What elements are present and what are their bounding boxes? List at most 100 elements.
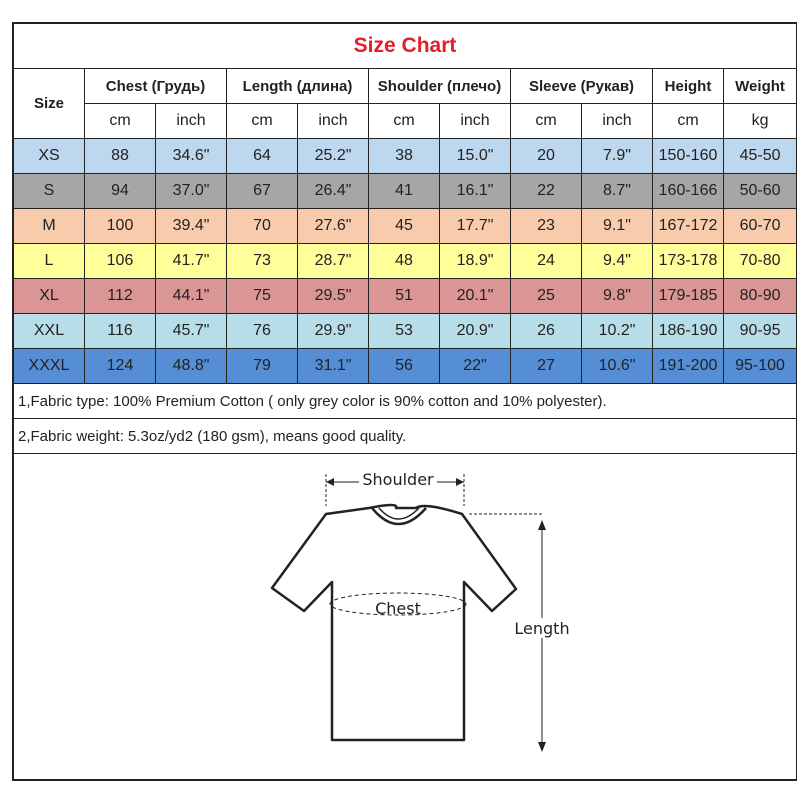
value-cell: 9.4" [581, 243, 653, 279]
header-chest: Chest (Грудь) [84, 68, 227, 104]
value-cell: 18.9" [439, 243, 511, 279]
value-cell: 191-200 [652, 348, 724, 384]
note-fabric-type: 1,Fabric type: 100% Premium Cotton ( onl… [12, 383, 798, 419]
tshirt-diagram: Chest Shoulder Length [12, 453, 798, 780]
tshirt-outline [270, 503, 518, 742]
value-cell: 27.6" [297, 208, 369, 244]
header-sleeve: Sleeve (Рукав) [510, 68, 653, 104]
table-row: XS 88 34.6" 64 25.2" 38 15.0" 20 7.9" 150-160 45-5… [13, 138, 798, 174]
value-cell: 167-172 [652, 208, 724, 244]
chart-title: Size Chart [12, 23, 798, 69]
value-cell: 15.0" [439, 138, 511, 174]
value-cell: 16.1" [439, 173, 511, 209]
header-shoulder: Shoulder (плечо) [368, 68, 511, 104]
value-cell: 106 [84, 243, 156, 279]
size-cell: L [13, 243, 85, 279]
value-cell: 150-160 [652, 138, 724, 174]
unit-header: inch [155, 103, 227, 139]
value-cell: 26.4" [297, 173, 369, 209]
value-cell: 79 [226, 348, 298, 384]
unit-header: cm [510, 103, 582, 139]
value-cell: 76 [226, 313, 298, 349]
value-cell: 70 [226, 208, 298, 244]
value-cell: 64 [226, 138, 298, 174]
value-cell: 90-95 [722, 313, 798, 349]
unit-header: cm [368, 103, 440, 139]
unit-header: kg [722, 103, 798, 139]
size-chart: Size Chart Size Chest (Грудь) Length (дл… [12, 22, 798, 781]
table-row: L 106 41.7" 73 28.7" 48 18.9" 24 9.4" 173-178 70-8… [13, 243, 798, 279]
header-length: Length (длина) [226, 68, 369, 104]
unit-header: inch [297, 103, 369, 139]
value-cell: 186-190 [652, 313, 724, 349]
unit-header: inch [581, 103, 653, 139]
table-row: XXXL 124 48.8" 79 31.1" 56 22" 27 10.6" 191-200 95… [13, 348, 798, 384]
chest-dashed-line [329, 592, 467, 616]
value-cell: 60-70 [722, 208, 798, 244]
value-cell: 27 [510, 348, 582, 384]
value-cell: 88 [84, 138, 156, 174]
value-cell: 50-60 [722, 173, 798, 209]
value-cell: 25 [510, 278, 582, 314]
value-cell: 22" [439, 348, 511, 384]
value-cell: 17.7" [439, 208, 511, 244]
value-cell: 53 [368, 313, 440, 349]
unit-header: inch [439, 103, 511, 139]
value-cell: 25.2" [297, 138, 369, 174]
value-cell: 34.6" [155, 138, 227, 174]
value-cell: 48 [368, 243, 440, 279]
value-cell: 9.1" [581, 208, 653, 244]
value-cell: 124 [84, 348, 156, 384]
value-cell: 10.6" [581, 348, 653, 384]
value-cell: 29.5" [297, 278, 369, 314]
value-cell: 26 [510, 313, 582, 349]
value-cell: 38 [368, 138, 440, 174]
table-row: M 100 39.4" 70 27.6" 45 17.7" 23 9.1" 167-172 60-7… [13, 208, 798, 244]
value-cell: 7.9" [581, 138, 653, 174]
value-cell: 179-185 [652, 278, 724, 314]
value-cell: 24 [510, 243, 582, 279]
value-cell: 45-50 [722, 138, 798, 174]
value-cell: 20 [510, 138, 582, 174]
shoulder-label: Shoulder [362, 470, 434, 489]
value-cell: 80-90 [722, 278, 798, 314]
value-cell: 41.7" [155, 243, 227, 279]
value-cell: 8.7" [581, 173, 653, 209]
size-table: Size Chart Size Chest (Грудь) Length (дл… [12, 23, 798, 780]
value-cell: 45.7" [155, 313, 227, 349]
collar [371, 507, 427, 526]
value-cell: 29.9" [297, 313, 369, 349]
value-cell: 173-178 [652, 243, 724, 279]
value-cell: 44.1" [155, 278, 227, 314]
value-cell: 41 [368, 173, 440, 209]
value-cell: 45 [368, 208, 440, 244]
value-cell: 75 [226, 278, 298, 314]
value-cell: 116 [84, 313, 156, 349]
size-cell: XXL [13, 313, 85, 349]
value-cell: 31.1" [297, 348, 369, 384]
value-cell: 22 [510, 173, 582, 209]
value-cell: 67 [226, 173, 298, 209]
size-cell: M [13, 208, 85, 244]
length-label: Length [514, 619, 569, 638]
value-cell: 160-166 [652, 173, 724, 209]
unit-header: cm [652, 103, 724, 139]
table-row: XL 112 44.1" 75 29.5" 51 20.1" 25 9.8" 179-185 80-… [13, 278, 798, 314]
value-cell: 37.0" [155, 173, 227, 209]
value-cell: 20.1" [439, 278, 511, 314]
value-cell: 39.4" [155, 208, 227, 244]
size-cell: XL [13, 278, 85, 314]
table-row: XXL 116 45.7" 76 29.9" 53 20.9" 26 10.2" 186-190 9… [13, 313, 798, 349]
size-cell: XXXL [13, 348, 85, 384]
chest-label: Chest [375, 599, 421, 618]
units-row: cm inch cm inch cm inch cm inch cm kg [14, 103, 798, 139]
value-cell: 73 [226, 243, 298, 279]
value-cell: 70-80 [722, 243, 798, 279]
value-cell: 94 [84, 173, 156, 209]
header-weight: Weight [722, 68, 798, 104]
value-cell: 95-100 [722, 348, 798, 384]
header-height: Height [652, 68, 724, 104]
value-cell: 56 [368, 348, 440, 384]
value-cell: 112 [84, 278, 156, 314]
value-cell: 28.7" [297, 243, 369, 279]
